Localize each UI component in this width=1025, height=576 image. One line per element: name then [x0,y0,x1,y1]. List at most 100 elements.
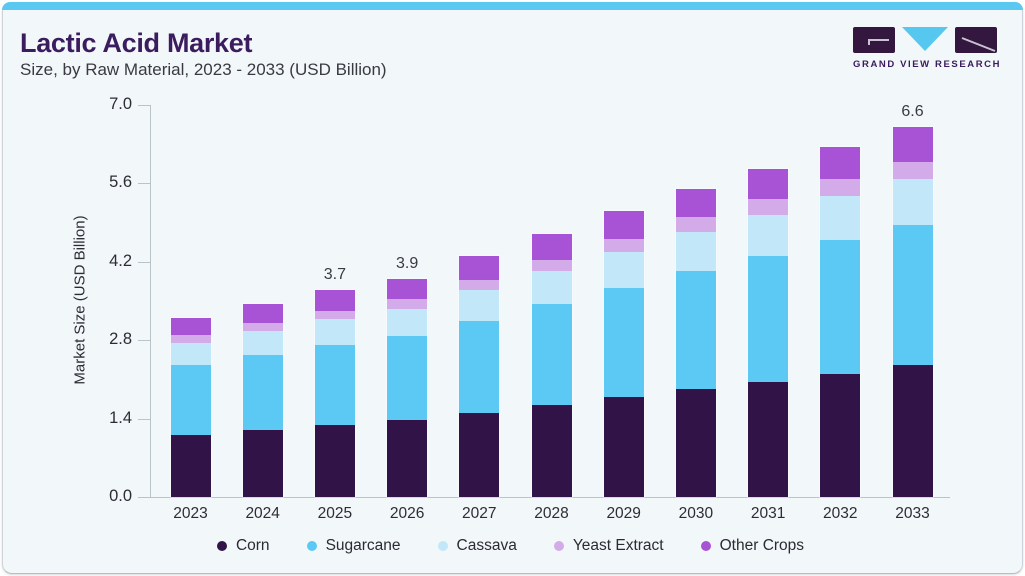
bar-segment-2030-other-crops [675,189,716,217]
x-axis-label-2023: 2023 [173,505,208,522]
gvr-logo-marks [853,27,997,54]
bar-segment-2024-sugarcane [242,355,283,431]
x-axis-label-2028: 2028 [534,505,569,522]
bar-segment-2032-yeast-extract [820,178,861,196]
bar-segment-2033-other-crops [892,127,933,162]
x-axis-label-2033: 2033 [895,505,930,522]
page-subtitle: Size, by Raw Material, 2023 - 2033 (USD … [20,60,387,79]
bar-segment-2025-cassava [314,319,355,346]
y-axis-tick [138,183,150,185]
x-axis-label-2031: 2031 [750,505,786,522]
legend-item-corn: Corn [216,537,270,555]
x-axis-label-2025: 2025 [317,505,353,522]
bar-2025 [313,288,356,498]
x-axis-label-2032: 2032 [823,505,858,522]
bar-segment-2025-corn [314,425,355,497]
gvr-v-icon [902,27,948,51]
bar-segment-2030-sugarcane [675,270,716,389]
bar-2028 [530,232,573,498]
y-axis-tick [138,418,150,420]
bar-segment-2030-yeast-extract [675,217,716,232]
bar-2029 [602,210,645,498]
legend-label: Corn [235,537,270,554]
bar-2031 [747,168,790,498]
y-axis-tick-label: 7.0 [109,95,132,113]
bar-segment-2033-yeast-extract [892,161,933,180]
bar-segment-2028-yeast-extract [531,259,572,272]
bar-segment-2025-sugarcane [314,345,355,426]
legend-item-cassava: Cassava [437,537,517,555]
bar-segment-2029-cassava [603,252,644,289]
y-axis-tick [138,105,150,106]
bar-segment-2028-other-crops [531,233,572,260]
bar-segment-2033-cassava [892,179,933,226]
y-axis-tick [138,261,150,263]
bar-segment-2027-corn [459,412,500,497]
bar-segment-2024-yeast-extract [242,322,283,332]
bar-segment-2026-corn [387,420,428,497]
x-axis-line [138,497,950,498]
bar-segment-2023-sugarcane [170,365,211,436]
legend-item-yeast-extract: Yeast Extract [553,537,664,555]
grand-view-research-logo: GRAND VIEW RESEARCH [853,27,1002,70]
bar-2027 [458,255,501,498]
bar-segment-2024-cassava [242,331,283,356]
y-axis-tick-label: 4.2 [109,251,132,270]
bar-segment-2030-cassava [675,231,716,271]
y-axis-title: Market Size (USD Billion) [71,215,89,385]
bar-segment-2023-other-crops [170,317,211,336]
bar-segment-2031-yeast-extract [748,199,789,215]
bar-segment-2032-other-crops [820,147,861,179]
legend-dot-icon [306,541,317,551]
bar-segment-2023-corn [170,435,211,497]
bar-segment-2025-yeast-extract [314,310,355,320]
bar-segment-2028-cassava [531,271,572,305]
bar-segment-2026-other-crops [387,278,428,300]
bar-segment-2023-cassava [170,343,211,366]
card-accent-bar [2,2,1023,10]
legend-label: Sugarcane [325,537,401,554]
bar-2023 [169,316,212,498]
bar-segment-2029-sugarcane [603,288,644,398]
gvr-g-icon [853,27,895,53]
bar-2030 [674,188,717,498]
bar-segment-2031-other-crops [748,169,789,200]
bar-segment-2029-other-crops [603,211,644,240]
bar-2026 [386,277,429,498]
legend-item-other-crops: Other Crops [700,537,804,555]
bar-segment-2028-corn [531,405,572,497]
bar-segment-2031-cassava [748,214,789,257]
bar-segment-2033-corn [892,365,933,497]
bar-segment-2032-sugarcane [820,239,861,374]
bar-segment-2033-sugarcane [892,225,933,366]
x-axis-label-2029: 2029 [606,505,641,522]
bar-2033 [891,126,934,498]
legend-dot-icon [216,541,227,551]
bar-segment-2028-sugarcane [531,304,572,406]
chart-legend: Corn Sugarcane Cassava Yeast Extract Other C… [0,537,1021,555]
bar-segment-2026-cassava [387,308,428,337]
bar-value-label-2033: 6.6 [901,103,924,121]
gvr-logo-text: GRAND VIEW RESEARCH [853,59,1002,70]
bar-value-label-2025: 3.7 [323,265,347,283]
bar-segment-2030-corn [675,388,716,497]
bar-segment-2027-cassava [459,290,500,321]
bar-value-label-2026: 3.9 [395,254,419,272]
bar-segment-2027-other-crops [459,256,500,280]
x-axis-label-2030: 2030 [678,505,714,522]
legend-dot-icon [553,541,564,551]
x-axis-label-2026: 2026 [389,505,425,522]
bar-segment-2026-yeast-extract [387,299,428,309]
legend-label: Cassava [456,537,517,554]
legend-dot-icon [700,541,711,551]
x-axis-label-2024: 2024 [245,505,280,522]
y-axis-tick-label: 5.6 [109,173,132,192]
legend-dot-icon [437,541,448,551]
y-axis-line [150,105,151,497]
bar-segment-2029-corn [603,397,644,497]
legend-label: Yeast Extract [572,537,664,554]
bar-segment-2026-sugarcane [387,336,428,421]
bar-segment-2023-yeast-extract [170,335,211,343]
